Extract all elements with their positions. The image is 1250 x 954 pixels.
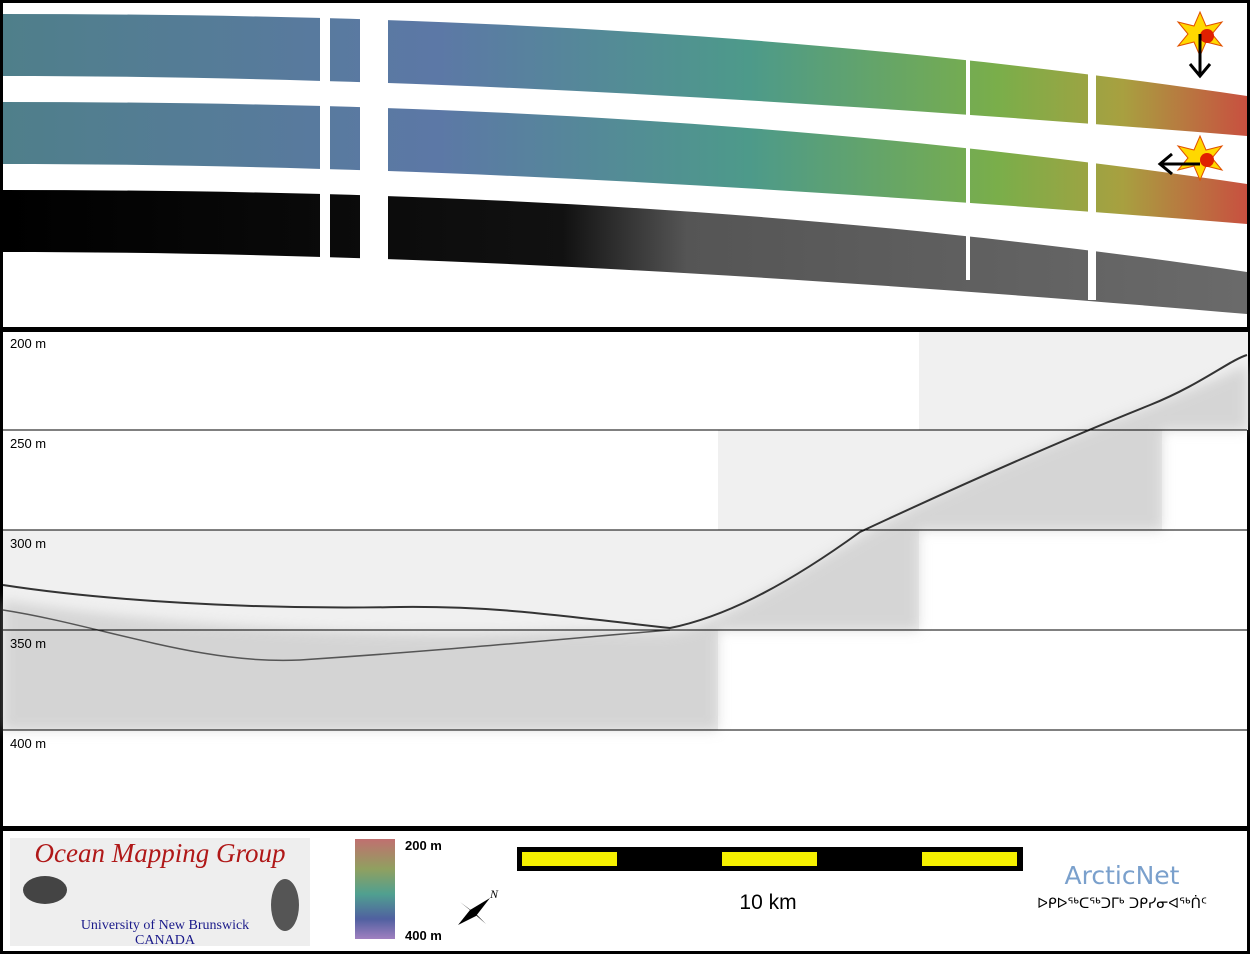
logo-icon [23, 876, 67, 904]
gap [1088, 60, 1096, 300]
north-label: N [489, 887, 499, 901]
partner-syllabics: ᐅᑭᐅᖅᑕᖅᑐᒥᒃ ᑐᑭᓯᓂᐊᖅᑏᑦ [1037, 895, 1207, 912]
depth-label: 200 m [10, 336, 46, 351]
scale-segment [522, 852, 617, 866]
divider [0, 826, 1250, 831]
logo-text: University of New Brunswick [81, 918, 249, 933]
color-bar-label: 200 m [405, 838, 442, 853]
sun-icon [1176, 10, 1224, 79]
north-arrow [458, 898, 490, 925]
depth-label: 400 m [10, 736, 46, 751]
divider [0, 327, 1250, 332]
sub-bottom-echo [3, 365, 1247, 730]
depth-grid [3, 429, 1247, 731]
depth-label: 350 m [10, 636, 46, 651]
reflector-line [2, 609, 671, 662]
seabed-line [2, 354, 1248, 630]
backscatter-strip [3, 190, 1247, 314]
gap [966, 40, 970, 280]
scale-label: 10 km [739, 891, 796, 914]
footer: Ocean Mapping Group University of New Br… [10, 838, 1207, 948]
logo-icon [271, 879, 299, 931]
logo-title: Ocean Mapping Group [35, 838, 286, 868]
bathymetry-strip [3, 102, 1247, 224]
gap [320, 8, 330, 268]
partner-logo: ArcticNet [1065, 861, 1180, 890]
scale-segment [722, 852, 817, 866]
gap [360, 8, 388, 268]
sun-icon [1157, 134, 1224, 182]
swath-panel [3, 8, 1247, 314]
color-bar-label: 400 m [405, 928, 442, 943]
depth-label: 300 m [10, 536, 46, 551]
scale-segment [922, 852, 1017, 866]
shaded-bathymetry-strip [3, 14, 1247, 136]
profile-panel: 200 m 250 m 300 m 350 m 400 m [2, 332, 1248, 751]
depth-label: 250 m [10, 436, 46, 451]
color-bar [355, 839, 395, 939]
logo-text: CANADA [135, 933, 196, 948]
